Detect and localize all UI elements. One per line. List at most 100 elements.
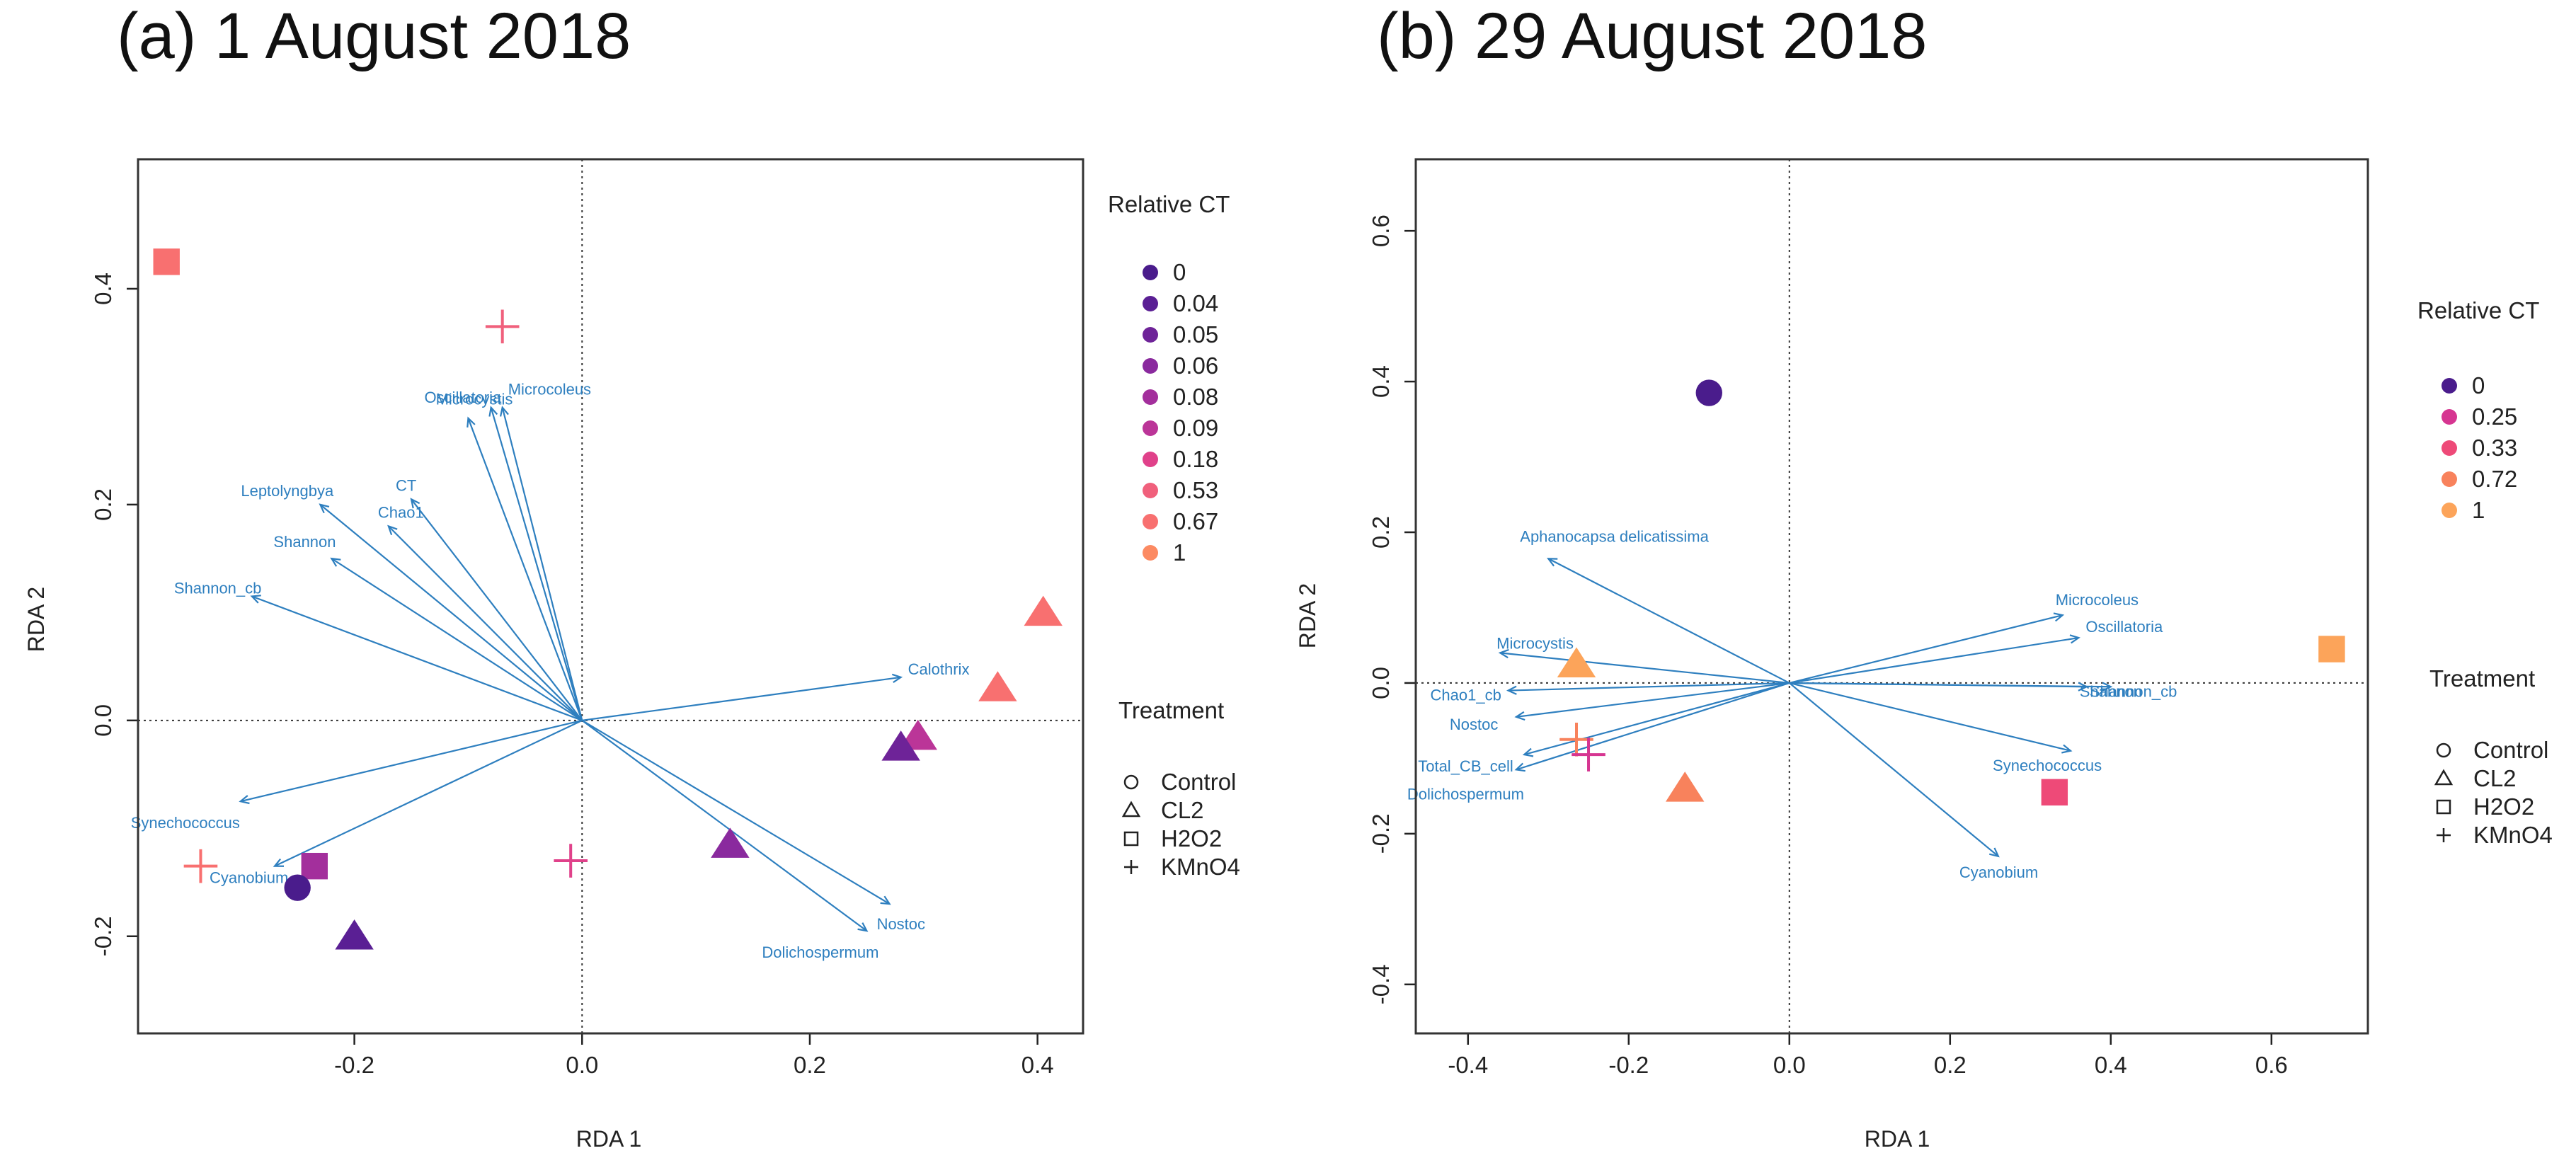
panel-b-arrow-chao1-cb-head [1506,685,1517,695]
panel-a-arrow-microcystis [490,407,583,721]
panel-b-title: (b) 29 August 2018 [1377,0,1927,72]
panel-a-point-cl2-11 [335,919,374,950]
panel-b-y-tick-label: 0.4 [1368,365,1394,398]
panel-b-triangle-legend-icon [2434,769,2454,786]
panel-b-arrow-dolichospermum-label: Dolichospermum [1407,785,1524,803]
panel-b-arrow-oscillatoria-label: Oscillatoria [2085,618,2163,636]
panel-a-plus-legend-icon [1124,860,1138,874]
panel-a-arrow-ct [411,498,583,721]
panel-b-point-cl2-2 [1557,647,1596,678]
panel-b-ct-legend-label: 1 [2472,497,2485,523]
panel-b-ct-legend-label: 0.33 [2472,435,2517,461]
panel-b-ct-legend-title: Relative CT [2417,297,2539,323]
panel-a-point-cl2-5 [881,730,920,761]
panel-a-arrow-dolichospermum [581,719,868,932]
panel-a-x-tick-label: -0.2 [334,1052,374,1078]
panel-b-treatment-legend-label: H2O2 [2473,793,2534,820]
panel-a-plot-frame [137,158,1084,1035]
panel-b-y-tick-label: -0.2 [1368,813,1394,854]
panel-b-point-kmno4-4 [1572,738,1605,772]
panel-a-arrow-dolichospermum-label: Dolichospermum [762,944,878,961]
panel-b-ct-legend-swatch [2442,440,2457,456]
panel-b-point-h2o2-1 [2318,636,2345,663]
panel-a-y-tick-label: 0.4 [90,273,116,305]
panel-a-ct-legend-swatch [1143,452,1158,467]
panel-a-y-axis-label: RDA 2 [23,587,49,652]
panel-a-arrow-ct-head [410,498,420,509]
panel-a-treatment-legend-label: KMnO4 [1161,854,1240,880]
panel-b-treatment-legend-label: Control [2473,737,2548,763]
panel-a-arrow-chao1 [388,525,583,721]
panel-a-arrow-leptolyngbya [319,504,583,721]
panel-b-ct-legend-swatch [2442,471,2457,487]
panel-a-arrow-microcoleus-head [500,406,509,417]
panel-a-square-legend-icon [1123,831,1139,847]
panel-a-ct-legend-label: 0 [1173,259,1186,285]
panel-b-ct-legend-label: 0 [2472,372,2485,398]
panel-a-point-kmno4-1 [485,309,520,344]
panel-a-treatment-legend-label: CL2 [1161,797,1204,823]
panel-a-arrow-nostoc [581,719,891,905]
panel-a-arrow-chao1-label: Chao1 [378,503,424,521]
panel-b-arrow-chao1-cb-label: Chao1_cb [1431,687,1501,704]
panel-a-x-tick-label: 0.2 [794,1052,826,1078]
panel-a-arrow-microcystis-label: Microcystis [436,391,513,408]
panel-b-ct-legend-swatch [2442,503,2457,518]
panel-b-arrow-microcoleus-label: Microcoleus [2056,591,2139,609]
panel-b-arrow-shannon-cb [1789,682,2111,688]
panel-a-arrow-synechococcus-label: Synechococcus [131,814,240,832]
panel-a-point-control-10 [284,874,311,901]
panel-a-title: (a) 1 August 2018 [117,0,631,72]
panel-a-ct-legend-swatch [1143,296,1158,311]
panel-a: (a) 1 August 2018 RDA 1 RDA 2 -0.2 0.0 0.2… [23,0,1240,1152]
panel-b-arrow-microcoleus-head [2053,612,2065,622]
panel-b-arrow-cyanobium [1789,682,1999,857]
panel-b-x-tick-label: 0.0 [1773,1052,1806,1078]
panel-b-treatment-legend-label: CL2 [2473,765,2517,791]
panel-b-arrow-chao1-cb [1508,682,1790,692]
panel-a-ct-legend-label: 0.53 [1173,477,1218,503]
panel-b-arrow-cyanobium-label: Cyanobium [1959,864,2038,881]
panel-a-arrow-ct-label: CT [396,476,416,494]
panel-a-ct-legend-label: 0.06 [1173,352,1218,379]
panel-b-arrow-synechococcus-head [2061,744,2073,754]
panel-a-arrow-shannon-head [330,557,341,567]
panel-a-arrow-leptolyngbya-label: Leptolyngbya [241,482,334,500]
panel-b-plot-frame [1414,158,2369,1035]
panel-b-x-tick-label: 0.2 [1934,1052,1967,1078]
panel-a-arrow-cyanobium-head [273,858,285,867]
panel-b-x-tick-label: -0.2 [1608,1052,1649,1078]
panel-a-arrow-calothrix [582,676,901,721]
panel-b-arrow-aphanocapsa-delicatissima-label: Aphanocapsa delicatissima [1520,527,1709,545]
panel-a-x-axis-label: RDA 1 [576,1126,641,1152]
panel-a-arrow-synechococcus-head [239,795,250,805]
panel-b-ct-legend-swatch [2442,378,2457,394]
panel-a-arrow-oscillatoria-head [466,416,476,428]
panel-a-treatment-legend-label: H2O2 [1161,825,1222,851]
panel-b-y-axis-label: RDA 2 [1295,583,1320,648]
panel-b-arrow-cyanobium-head [1989,847,2000,858]
panel-b-arrow-microcystis-label: Microcystis [1496,634,1574,652]
panel-a-point-cl2-3 [978,671,1017,701]
panel-a-ct-legend-swatch [1143,420,1158,436]
panel-b-treatment-legend-label: KMnO4 [2473,822,2553,848]
panel-b-ct-legend: Relative CT 0 0.25 0.33 0.72 1 [2417,297,2539,523]
panel-a-ct-legend-swatch [1143,327,1158,343]
panel-a-arrow-shannon-cb [251,595,583,721]
panel-b-arrow-aphanocapsa-delicatissima-head [1547,558,1558,567]
panel-b-ct-legend-label: 0.25 [2472,403,2517,430]
panel-b-x-tick-label: 0.6 [2255,1052,2288,1078]
panel-b-ct-legend-label: 0.72 [2472,466,2517,492]
panel-b-square-legend-icon [2436,799,2451,815]
panel-a-arrow-shannon [331,558,583,721]
panel-b-arrow-microcystis-head [1498,648,1509,659]
panel-b-arrow-shannon-cb-head [2102,682,2113,692]
panel-a-arrow-calothrix-head [891,673,903,683]
panel-a-treatment-legend-title: Treatment [1118,697,1224,723]
panel-b-arrow-synechococcus [1789,682,2071,752]
panel-a-ct-legend-swatch [1143,514,1158,529]
panel-a-arrow-shannon-cb-label: Shannon_cb [174,580,262,597]
panel-a-ct-legend-label: 0.08 [1173,384,1218,410]
